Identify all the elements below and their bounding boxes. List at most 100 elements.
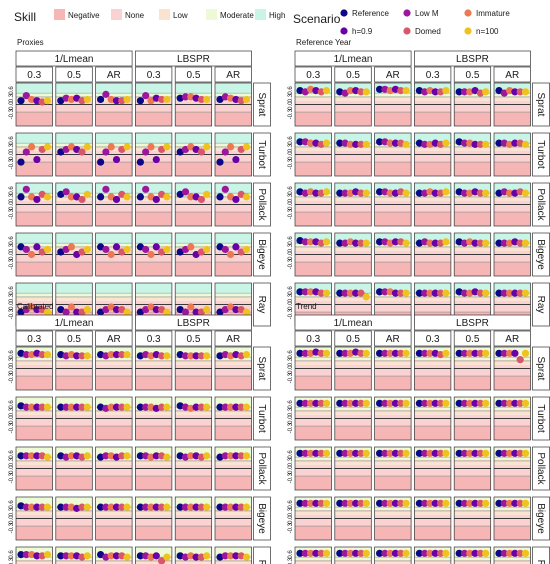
data-point — [521, 449, 530, 457]
data-point — [495, 289, 503, 297]
facet-cell — [334, 346, 372, 391]
data-point — [216, 503, 224, 511]
skill-band — [295, 464, 332, 477]
data-point — [362, 239, 370, 247]
data-point — [511, 399, 519, 407]
column-strip-label: 0.5 — [186, 70, 200, 81]
data-point — [112, 403, 121, 411]
y-tick-label: 0.3 — [288, 93, 294, 102]
data-point — [136, 158, 144, 166]
facet-border — [334, 132, 372, 177]
skill-band — [16, 100, 53, 113]
facet-border — [15, 182, 53, 227]
skill-band — [454, 414, 491, 427]
skill-band — [334, 83, 372, 94]
skill-band — [295, 146, 332, 151]
data-point — [221, 503, 229, 511]
skill-band — [494, 426, 531, 440]
data-point — [22, 550, 30, 559]
skill-band — [334, 112, 372, 126]
data-point — [237, 503, 245, 511]
data-point — [511, 349, 519, 357]
facet-border — [135, 232, 173, 277]
skill-band — [95, 93, 133, 97]
facet-border — [95, 182, 133, 227]
skill-band — [374, 359, 412, 365]
data-point — [415, 189, 423, 197]
data-point — [232, 155, 240, 164]
facet-border — [374, 446, 412, 491]
data-point — [362, 293, 370, 301]
skill-band — [295, 300, 332, 313]
data-point — [43, 453, 52, 461]
data-point — [197, 148, 205, 156]
y-tick-label: 0.0 — [9, 151, 15, 160]
data-point — [142, 185, 150, 193]
skill-band — [295, 100, 332, 113]
data-point — [521, 88, 530, 96]
data-point — [112, 155, 121, 164]
data-point — [397, 399, 405, 407]
data-point — [426, 349, 434, 357]
data-point — [482, 399, 490, 407]
y-tick-label: 0.0 — [9, 515, 15, 524]
data-point — [22, 92, 30, 100]
data-point — [346, 499, 354, 507]
facet-border — [55, 546, 93, 564]
data-point — [312, 399, 320, 407]
data-point — [516, 289, 524, 297]
skill-band — [215, 409, 252, 415]
row-strip — [253, 282, 271, 327]
data-point — [107, 403, 115, 411]
data-point — [312, 549, 320, 557]
facet-cell — [15, 232, 53, 277]
skill-band — [295, 212, 332, 226]
data-point — [362, 399, 370, 407]
skill-band — [374, 100, 412, 113]
y-tick-label: 0.0 — [288, 365, 294, 374]
data-point — [317, 399, 325, 407]
facet-border — [55, 82, 93, 127]
data-point — [242, 245, 251, 254]
data-point — [495, 349, 503, 357]
skill-band — [414, 212, 451, 226]
row-strip — [253, 546, 271, 564]
facet-cell — [374, 546, 412, 564]
data-point — [147, 143, 155, 151]
data-point — [83, 403, 91, 411]
data-point — [386, 189, 394, 197]
skill-band — [135, 183, 172, 194]
facet-cell — [374, 82, 412, 127]
data-point — [506, 289, 514, 297]
data-point — [402, 499, 410, 507]
facet-border — [214, 232, 252, 277]
data-point — [322, 86, 331, 95]
skill-band — [16, 414, 53, 427]
facet-border — [493, 546, 531, 564]
data-point — [152, 155, 160, 164]
facet-border — [414, 82, 452, 127]
skill-band — [135, 426, 172, 440]
skill-band — [175, 133, 212, 144]
y-tick-label: -0.3 — [288, 472, 294, 483]
skill-band — [95, 409, 133, 415]
skill-band — [295, 262, 332, 276]
data-point — [466, 399, 474, 407]
skill-band — [295, 200, 332, 213]
facet-cell — [55, 546, 93, 564]
column-strip-label: 0.3 — [147, 70, 161, 81]
skill-band — [55, 183, 93, 194]
skill-band — [175, 509, 212, 515]
skill-band — [95, 212, 133, 226]
data-point — [471, 140, 479, 148]
facet-cell — [174, 132, 213, 177]
data-point — [78, 352, 86, 360]
data-point — [33, 155, 41, 164]
group-strip-label: LBSPR — [177, 318, 210, 329]
skill-band — [295, 426, 332, 440]
skill-band — [494, 133, 531, 144]
skill-band — [135, 293, 172, 297]
facet-border — [95, 346, 133, 391]
data-point — [312, 449, 320, 457]
facet-cell — [174, 232, 213, 277]
